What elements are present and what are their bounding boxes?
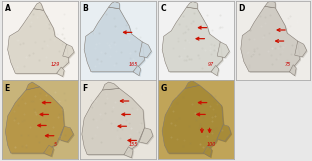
Text: 165: 165 xyxy=(128,62,138,67)
Polygon shape xyxy=(45,146,55,157)
Polygon shape xyxy=(290,65,296,76)
Polygon shape xyxy=(104,83,120,91)
Polygon shape xyxy=(64,45,75,59)
Polygon shape xyxy=(84,7,144,72)
Polygon shape xyxy=(296,42,308,58)
Text: D: D xyxy=(239,4,245,13)
Polygon shape xyxy=(139,128,153,144)
Polygon shape xyxy=(134,67,142,77)
Polygon shape xyxy=(217,125,231,141)
Polygon shape xyxy=(83,90,146,156)
Polygon shape xyxy=(187,2,197,9)
Polygon shape xyxy=(218,43,231,59)
Text: B: B xyxy=(83,4,88,13)
Polygon shape xyxy=(85,8,146,73)
Polygon shape xyxy=(58,68,66,78)
Polygon shape xyxy=(8,9,69,73)
Polygon shape xyxy=(63,44,74,58)
Text: A: A xyxy=(5,4,11,13)
Polygon shape xyxy=(125,148,134,159)
Polygon shape xyxy=(133,66,141,76)
Polygon shape xyxy=(163,8,224,73)
Text: 100: 100 xyxy=(206,142,216,147)
Polygon shape xyxy=(211,66,219,76)
Polygon shape xyxy=(205,147,213,158)
Polygon shape xyxy=(110,3,120,10)
Polygon shape xyxy=(61,128,75,143)
Polygon shape xyxy=(290,66,297,77)
Polygon shape xyxy=(102,82,119,90)
Polygon shape xyxy=(139,42,151,58)
Polygon shape xyxy=(124,147,133,158)
Polygon shape xyxy=(188,3,198,10)
Text: C: C xyxy=(161,4,166,13)
Polygon shape xyxy=(82,88,144,155)
Polygon shape xyxy=(242,8,301,73)
Polygon shape xyxy=(162,85,223,153)
Polygon shape xyxy=(27,83,41,91)
Polygon shape xyxy=(109,2,119,9)
Polygon shape xyxy=(203,146,212,157)
Polygon shape xyxy=(140,129,154,145)
Polygon shape xyxy=(44,145,54,156)
Polygon shape xyxy=(162,7,222,72)
Polygon shape xyxy=(35,4,45,11)
Polygon shape xyxy=(60,126,73,142)
Polygon shape xyxy=(34,2,44,10)
Polygon shape xyxy=(186,82,201,90)
Polygon shape xyxy=(218,126,232,142)
Polygon shape xyxy=(241,6,300,72)
Text: E: E xyxy=(5,84,10,93)
Polygon shape xyxy=(265,1,275,8)
Polygon shape xyxy=(185,80,200,88)
Text: 129: 129 xyxy=(50,62,60,67)
Polygon shape xyxy=(9,10,70,75)
Polygon shape xyxy=(5,87,64,153)
Polygon shape xyxy=(56,67,64,76)
Polygon shape xyxy=(295,41,307,57)
Text: 97: 97 xyxy=(208,62,214,67)
Polygon shape xyxy=(217,42,229,58)
Polygon shape xyxy=(7,88,66,154)
Text: 155: 155 xyxy=(128,142,138,147)
Text: 75: 75 xyxy=(285,62,291,67)
Polygon shape xyxy=(212,67,220,77)
Polygon shape xyxy=(163,86,224,154)
Text: G: G xyxy=(161,84,167,93)
Text: F: F xyxy=(83,84,88,93)
Polygon shape xyxy=(140,43,153,59)
Polygon shape xyxy=(266,2,276,9)
Polygon shape xyxy=(26,82,40,90)
Text: 5: 5 xyxy=(53,142,57,147)
